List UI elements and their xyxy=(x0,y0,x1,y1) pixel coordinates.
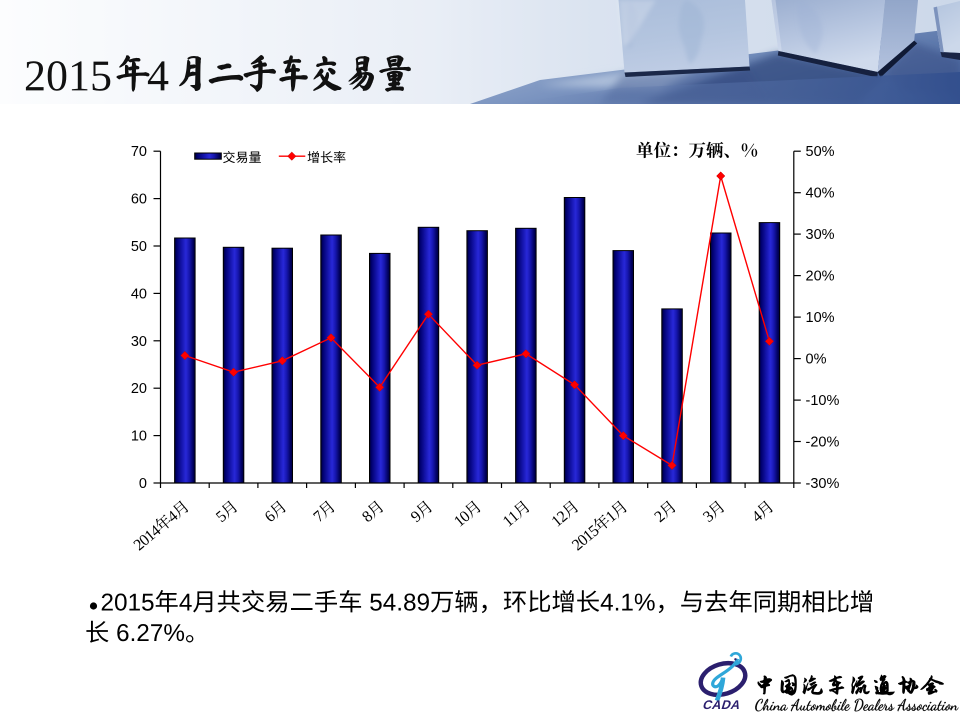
svg-text:50: 50 xyxy=(131,239,147,255)
svg-text:30: 30 xyxy=(131,334,147,350)
svg-text:0%: 0% xyxy=(806,352,827,368)
svg-text:20: 20 xyxy=(131,381,147,397)
svg-text:50%: 50% xyxy=(806,144,835,160)
svg-text:10%: 10% xyxy=(806,310,835,326)
svg-text:0: 0 xyxy=(139,476,147,492)
svg-text:60: 60 xyxy=(131,192,147,208)
svg-text:40%: 40% xyxy=(806,186,835,202)
svg-text:10: 10 xyxy=(131,429,147,445)
svg-text:-30%: -30% xyxy=(806,476,840,492)
svg-text:-20%: -20% xyxy=(806,435,840,451)
svg-text:40: 40 xyxy=(131,286,147,302)
svg-text:30%: 30% xyxy=(806,227,835,243)
svg-text:20%: 20% xyxy=(806,269,835,285)
svg-text:-10%: -10% xyxy=(806,393,840,409)
svg-text:70: 70 xyxy=(131,144,147,160)
